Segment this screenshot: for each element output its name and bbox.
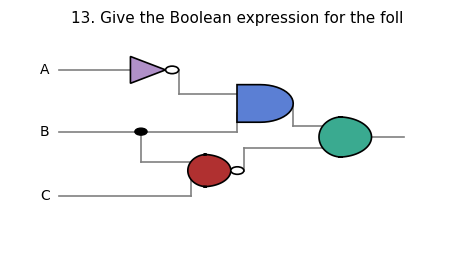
- Polygon shape: [237, 85, 293, 122]
- Text: 13. Give the Boolean expression for the foll: 13. Give the Boolean expression for the …: [71, 11, 403, 26]
- Polygon shape: [319, 117, 372, 157]
- Text: B: B: [40, 125, 50, 139]
- Text: C: C: [40, 189, 50, 203]
- Circle shape: [165, 66, 179, 74]
- Polygon shape: [130, 56, 165, 83]
- Circle shape: [231, 167, 244, 174]
- Polygon shape: [188, 155, 231, 187]
- Circle shape: [135, 128, 147, 135]
- Text: A: A: [40, 63, 50, 77]
